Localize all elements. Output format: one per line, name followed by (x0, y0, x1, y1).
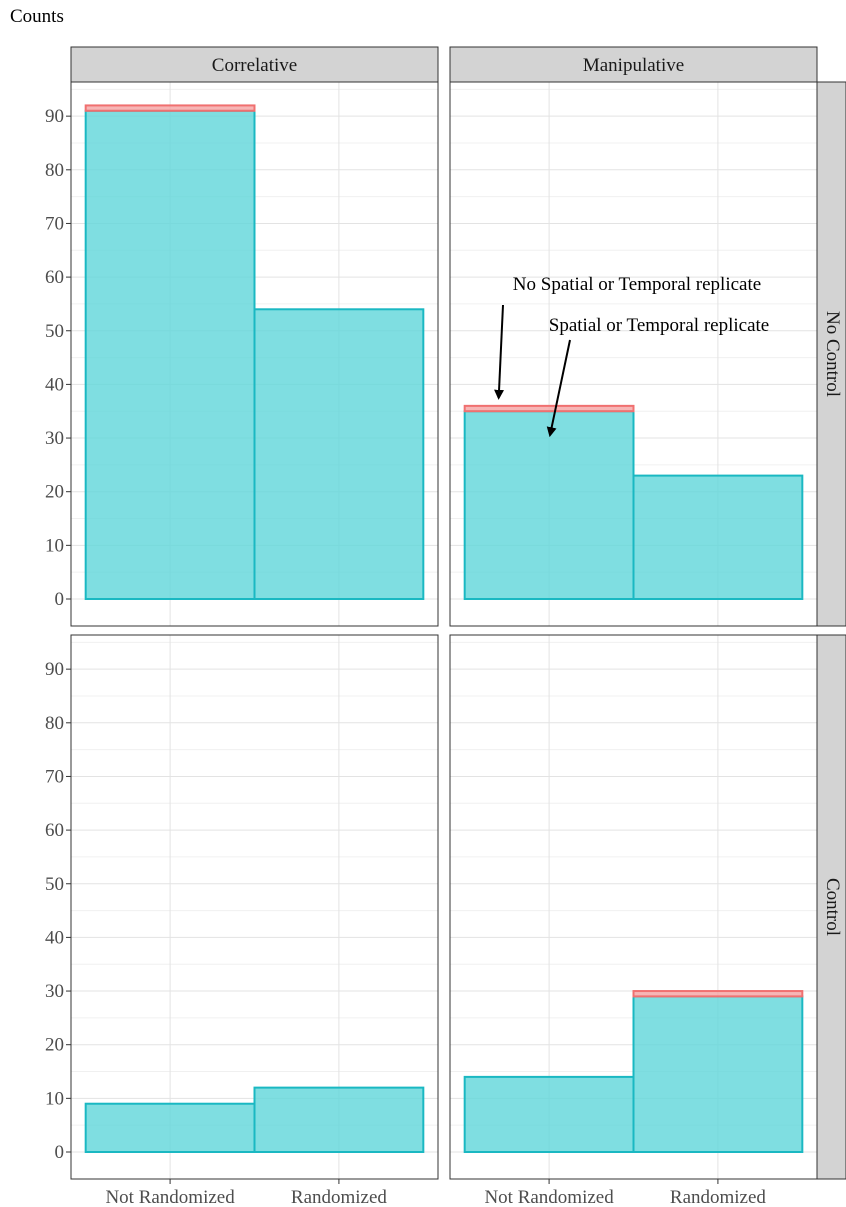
y-tick-label: 10 (45, 535, 64, 556)
y-tick-label: 60 (45, 820, 64, 841)
y-tick-label: 60 (45, 267, 64, 288)
panels-layer: Correlative Manipulative No Control Control… (45, 46, 846, 1207)
bar-segment (463, 410, 635, 600)
annotation-label: No Spatial or Temporal replicate (513, 274, 761, 295)
y-tick-label: 10 (45, 1088, 64, 1109)
y-tick-label: 20 (45, 482, 64, 503)
bar-segment (84, 1102, 256, 1153)
y-tick-label: 50 (45, 874, 64, 895)
facet-label-col: Manipulative (583, 55, 684, 76)
facet-strip-row (816, 634, 846, 1180)
bar-segment (253, 1086, 425, 1153)
y-tick-label: 50 (45, 321, 64, 342)
y-axis-title: Counts (10, 6, 64, 27)
facet-strip-col (449, 46, 818, 83)
y-tick-label: 40 (45, 374, 64, 395)
annotation-arrow (494, 304, 505, 400)
y-tick-label: 70 (45, 213, 64, 234)
bar-segment (463, 404, 635, 413)
annotation-arrow (546, 339, 571, 438)
y-tick-label: 90 (45, 106, 64, 127)
x-tick-label: Not Randomized (484, 1187, 614, 1207)
facet-label-col: Correlative (212, 55, 297, 76)
y-tick-label: 80 (45, 160, 64, 181)
y-tick-label: 20 (45, 1035, 64, 1056)
bar-segment (463, 1075, 635, 1154)
bar-segment (632, 990, 804, 998)
facet-strip-row (816, 81, 846, 627)
bar-segment (632, 995, 804, 1153)
facet-strip-col (70, 46, 439, 83)
bar-segment (84, 109, 256, 600)
x-tick-label: Randomized (670, 1187, 767, 1207)
panel-border (449, 81, 818, 627)
y-tick-label: 0 (55, 589, 65, 610)
annotation-label: Spatial or Temporal replicate (549, 315, 769, 336)
panel-border (70, 81, 439, 627)
y-tick-label: 80 (45, 713, 64, 734)
bar-segment (253, 308, 425, 600)
y-tick-label: 30 (45, 981, 64, 1002)
y-tick-label: 70 (45, 766, 64, 787)
y-tick-label: 40 (45, 927, 64, 948)
panel-border (449, 634, 818, 1180)
bar-segment (84, 104, 256, 112)
x-tick-label: Not Randomized (105, 1187, 235, 1207)
panel-border (70, 634, 439, 1180)
facet-label-row: No Control (822, 311, 843, 397)
y-tick-label: 0 (55, 1142, 65, 1163)
y-tick-label: 90 (45, 659, 64, 680)
x-tick-label: Randomized (291, 1187, 388, 1207)
y-tick-label: 30 (45, 428, 64, 449)
bar-segment (632, 474, 804, 601)
facet-label-row: Control (822, 878, 843, 936)
